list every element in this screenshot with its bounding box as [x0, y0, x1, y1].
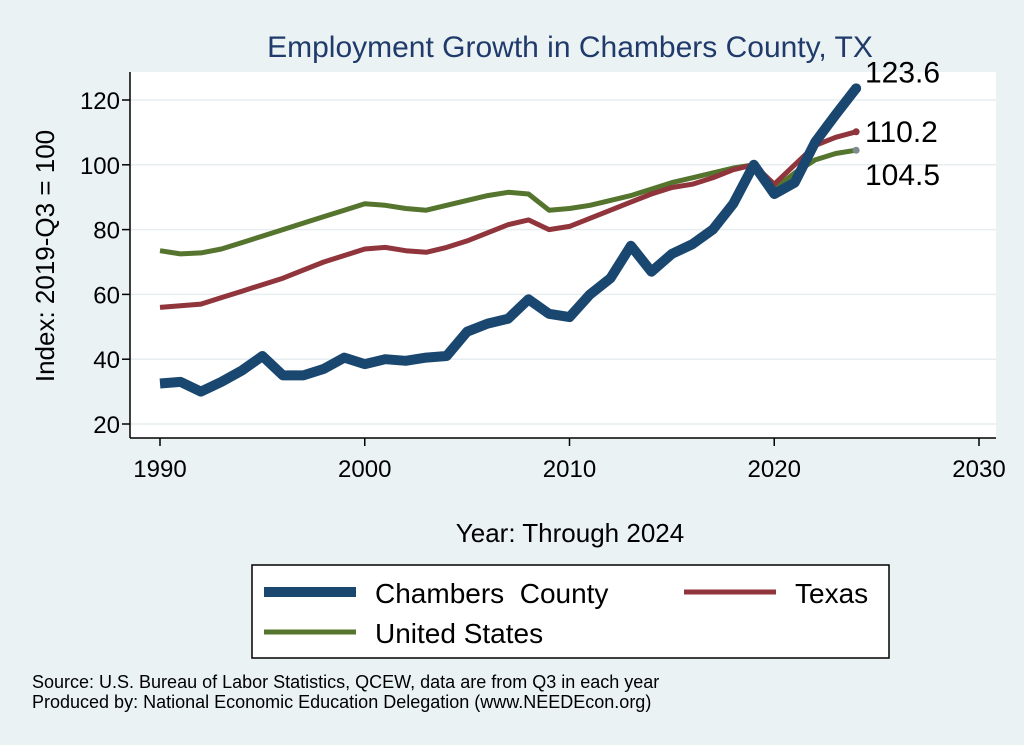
series-line-united-states-end-marker — [852, 146, 860, 154]
source-note: Source: U.S. Bureau of Labor Statistics,… — [32, 672, 659, 692]
y-tick-label-60: 60 — [93, 282, 120, 309]
y-tick-label-40: 40 — [93, 347, 120, 374]
series-line-chambers-county-end-marker — [851, 83, 862, 94]
x-tick-label-1990: 1990 — [133, 456, 186, 483]
end-label-texas: 110.2 — [865, 116, 938, 149]
axes: 20 40 60 80 100 120 1990 2000 2010 2020 2030 — [80, 72, 1006, 483]
legend: Chambers County Texas United States — [251, 564, 890, 659]
legend-label-texas: Texas — [795, 578, 868, 609]
legend-box — [251, 564, 890, 659]
series-line-chambers-county — [159, 85, 861, 397]
x-tick-label-2020: 2020 — [748, 456, 801, 483]
x-tick-label-2010: 2010 — [543, 456, 596, 483]
end-labels: 123.6 110.2 104.5 — [865, 56, 940, 192]
end-label-united-states: 104.5 — [865, 159, 940, 192]
end-label-chambers-county: 123.6 — [865, 56, 940, 89]
produced-by-note: Produced by: National Economic Education… — [32, 692, 651, 712]
series-line-texas-end-marker — [852, 128, 860, 136]
series-lines — [159, 83, 862, 397]
x-tick-label-2000: 2000 — [338, 456, 391, 483]
y-tick-label-120: 120 — [80, 88, 120, 115]
y-tick-label-100: 100 — [80, 153, 120, 180]
x-tick-label-2030: 2030 — [952, 456, 1005, 483]
x-axis-label: Year: Through 2024 — [456, 518, 684, 548]
y-tick-label-80: 80 — [93, 218, 120, 245]
y-axis-label: Index: 2019-Q3 = 100 — [30, 130, 60, 382]
chart-title: Employment Growth in Chambers County, TX — [267, 31, 873, 64]
series-line-texas — [159, 129, 857, 310]
legend-label-chambers: Chambers County — [375, 578, 608, 609]
y-tick-label-20: 20 — [93, 412, 120, 439]
legend-label-united-states: United States — [375, 618, 543, 649]
